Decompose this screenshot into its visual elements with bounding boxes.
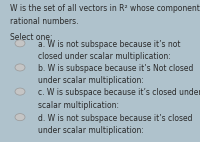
Circle shape: [15, 40, 25, 47]
Text: b. W is subspace because it’s Not closed
under scalar multiplication:: b. W is subspace because it’s Not closed…: [38, 64, 193, 85]
Circle shape: [15, 114, 25, 121]
Circle shape: [15, 64, 25, 71]
Text: c. W is subspace because it’s closed under
scalar multiplication:: c. W is subspace because it’s closed und…: [38, 88, 200, 109]
Text: a. W is not subspace because it’s not
closed under scalar multiplication:: a. W is not subspace because it’s not cl…: [38, 40, 180, 61]
Text: d. W is not subspace because it’s closed
under scalar multiplication:: d. W is not subspace because it’s closed…: [38, 114, 192, 135]
Text: Select one:: Select one:: [10, 33, 52, 42]
Text: W is the set of all vectors in R² whose components are
rational numbers.: W is the set of all vectors in R² whose …: [10, 4, 200, 26]
Circle shape: [15, 88, 25, 95]
